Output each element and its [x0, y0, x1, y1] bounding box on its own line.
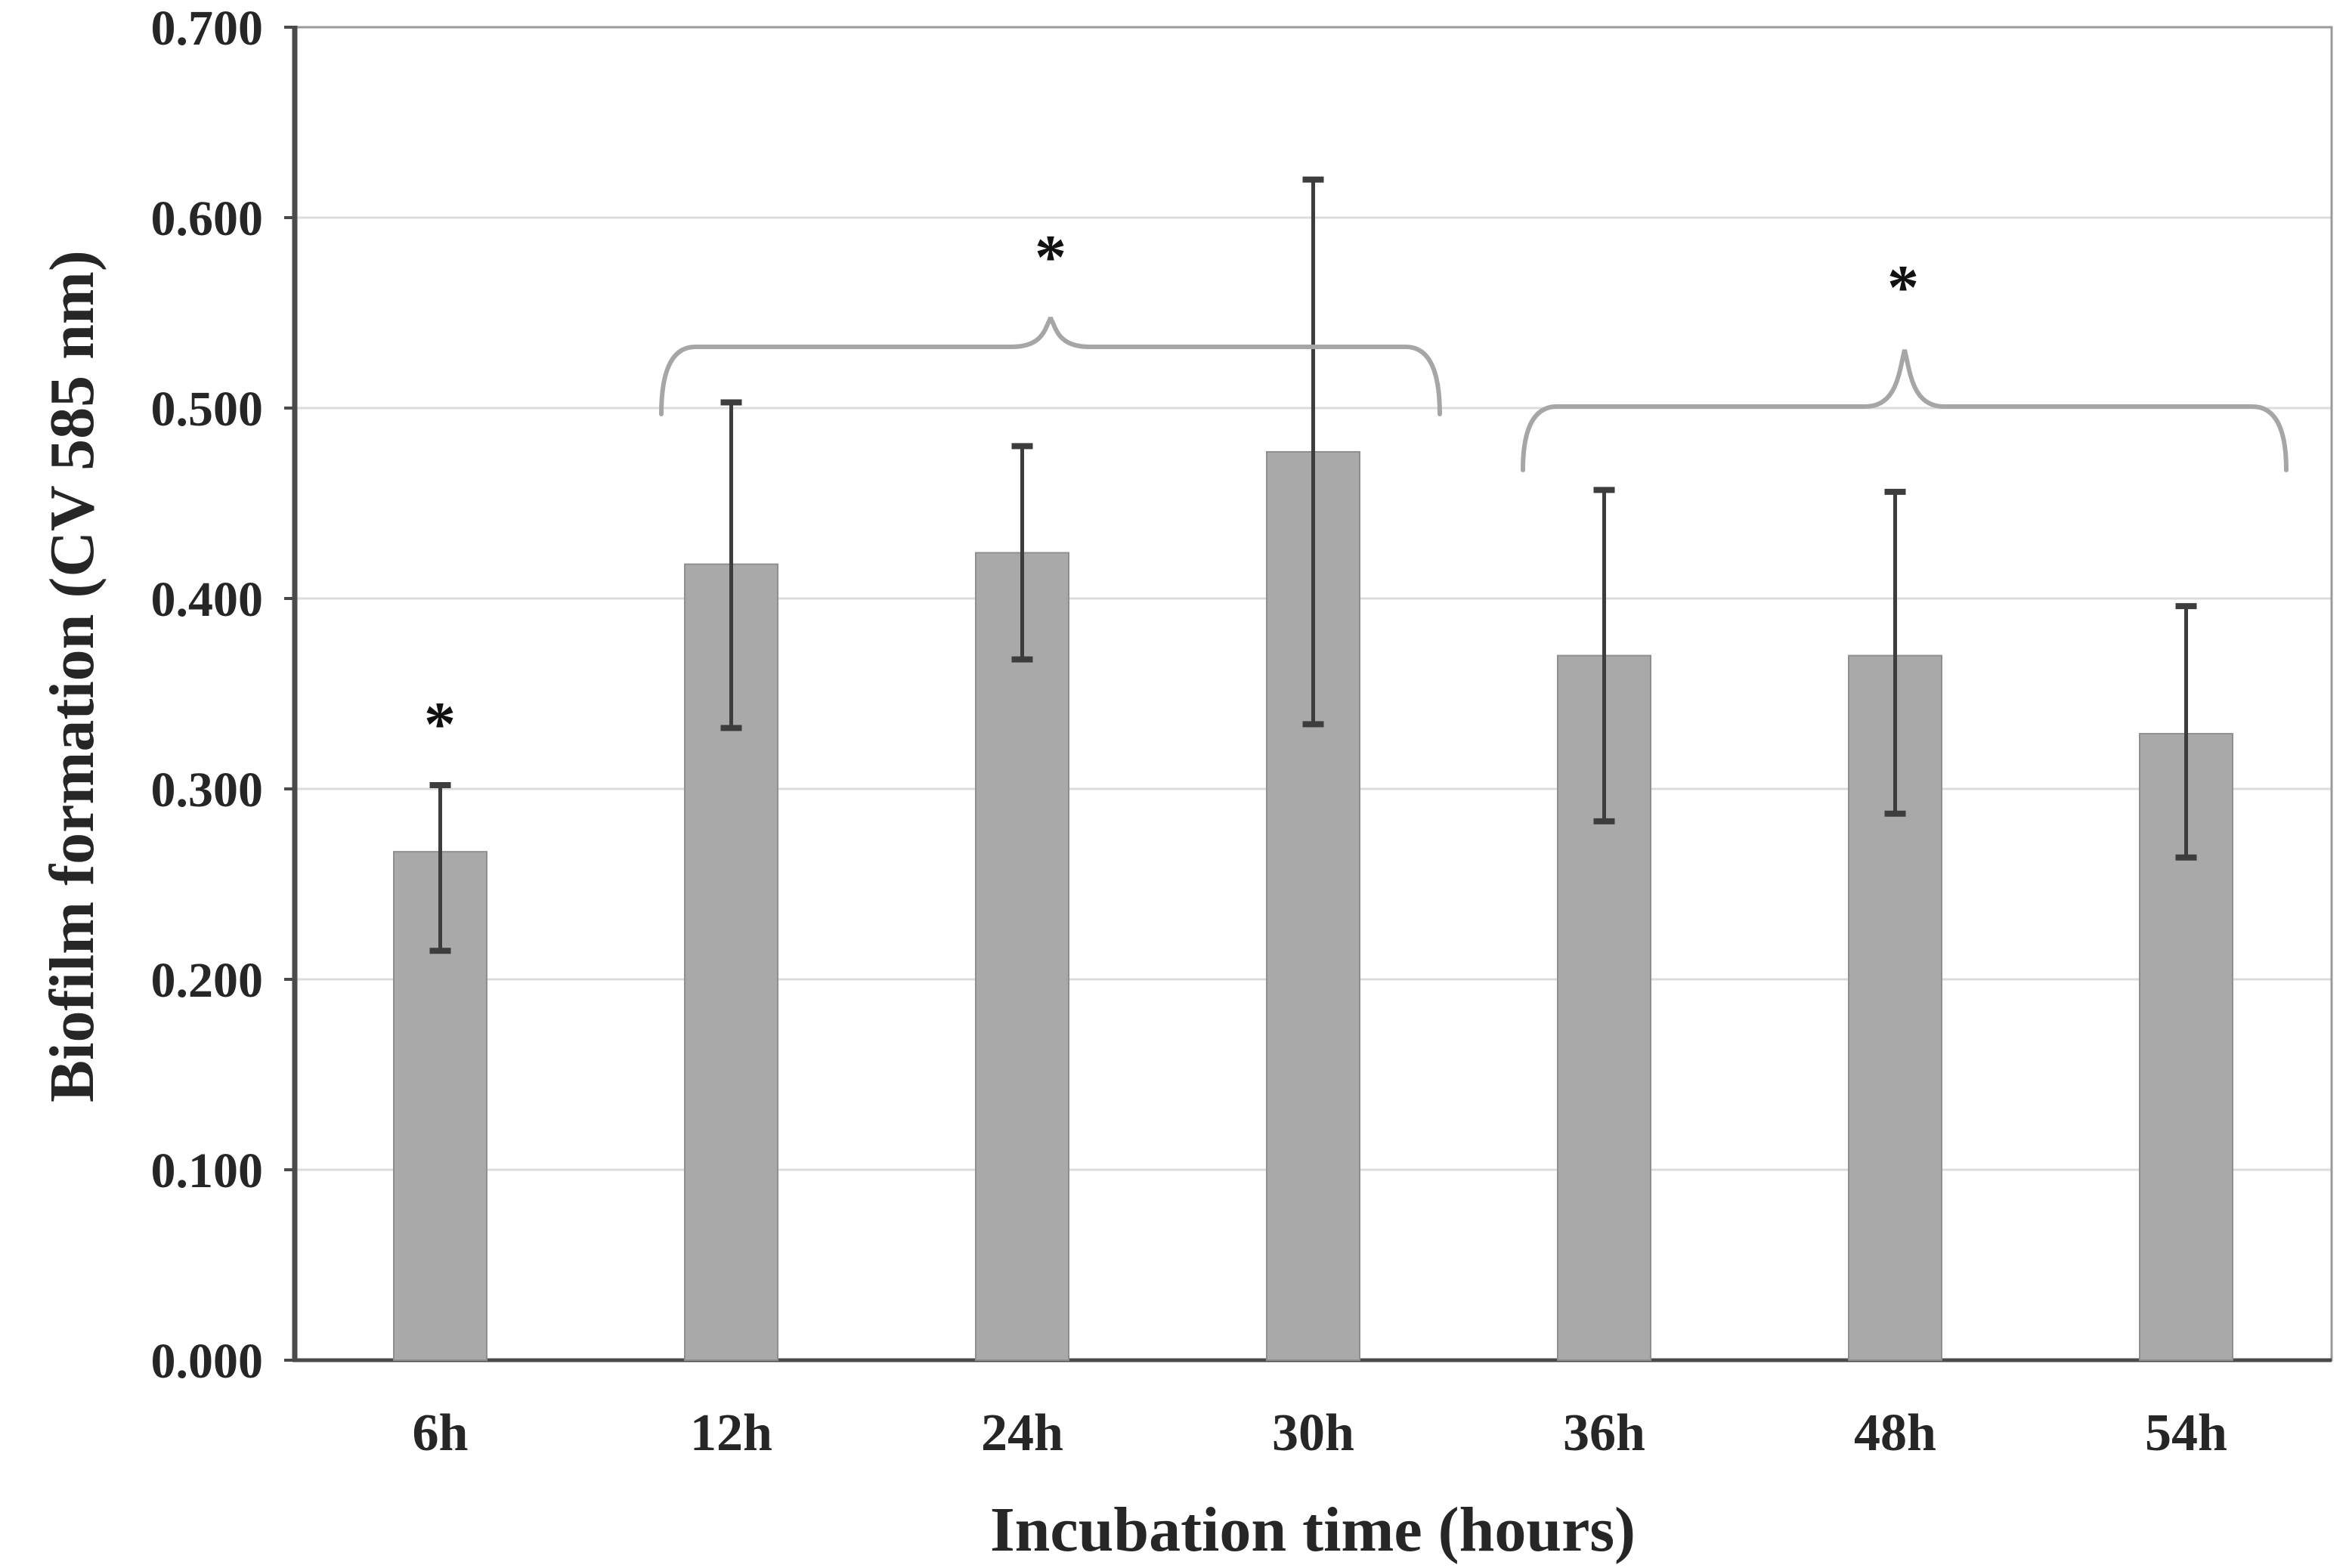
y-tick-label-0.300: 0.300	[151, 762, 264, 818]
y-tick-label-0.100: 0.100	[151, 1143, 264, 1198]
x-axis-title: Incubation time (hours)	[990, 1495, 1636, 1565]
y-tick-label-0.500: 0.500	[151, 382, 264, 437]
y-axis-title: Biofilm formation (CV 585 nm)	[37, 250, 107, 1103]
x-category-label-48h: 48h	[1854, 1404, 1936, 1462]
x-category-label-54h: 54h	[2145, 1404, 2227, 1462]
axis-tick-labels-group: 0.000 0.100 0.200 0.300 0.400 0.500 0.600 0.700…	[151, 1, 2227, 1462]
significance-asterisk-1: *	[1035, 222, 1066, 292]
x-category-label-6h: 6h	[413, 1404, 469, 1462]
x-category-label-12h: 12h	[690, 1404, 772, 1462]
bar-24h	[975, 552, 1069, 1361]
significance-asterisk-2: *	[1887, 252, 1919, 323]
x-category-label-36h: 36h	[1563, 1404, 1645, 1462]
significance-asterisk-0: *	[424, 689, 456, 759]
x-category-label-30h: 30h	[1272, 1404, 1354, 1462]
x-category-label-24h: 24h	[981, 1404, 1063, 1462]
significance-brace-1	[659, 317, 1442, 416]
y-tick-label-0.600: 0.600	[151, 191, 264, 246]
y-tick-label-0.200: 0.200	[151, 953, 264, 1008]
significance-annotations-group: * * *	[424, 222, 2289, 759]
y-tick-label-0.400: 0.400	[151, 572, 264, 627]
y-tick-label-0.000: 0.000	[151, 1334, 264, 1389]
y-tick-label-0.700: 0.700	[151, 1, 264, 56]
error-bars-group	[429, 176, 2197, 954]
significance-brace-2	[1521, 349, 2289, 472]
bar-36h	[1557, 654, 1651, 1361]
